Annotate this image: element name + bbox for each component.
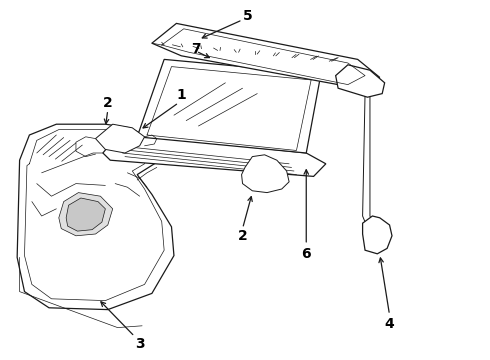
Polygon shape: [242, 155, 289, 193]
Text: 1: 1: [176, 89, 186, 102]
Polygon shape: [17, 124, 174, 310]
Polygon shape: [96, 124, 145, 153]
Text: 3: 3: [135, 337, 145, 351]
Polygon shape: [59, 193, 113, 236]
Text: 6: 6: [301, 247, 311, 261]
Text: 4: 4: [385, 317, 394, 331]
Polygon shape: [336, 65, 385, 97]
Polygon shape: [363, 216, 392, 254]
Text: 5: 5: [243, 9, 252, 23]
Polygon shape: [152, 23, 380, 88]
Polygon shape: [103, 135, 326, 176]
Text: 2: 2: [238, 229, 247, 243]
Polygon shape: [137, 59, 321, 153]
Text: 7: 7: [191, 42, 201, 55]
Polygon shape: [66, 198, 105, 231]
Text: 2: 2: [103, 96, 113, 109]
